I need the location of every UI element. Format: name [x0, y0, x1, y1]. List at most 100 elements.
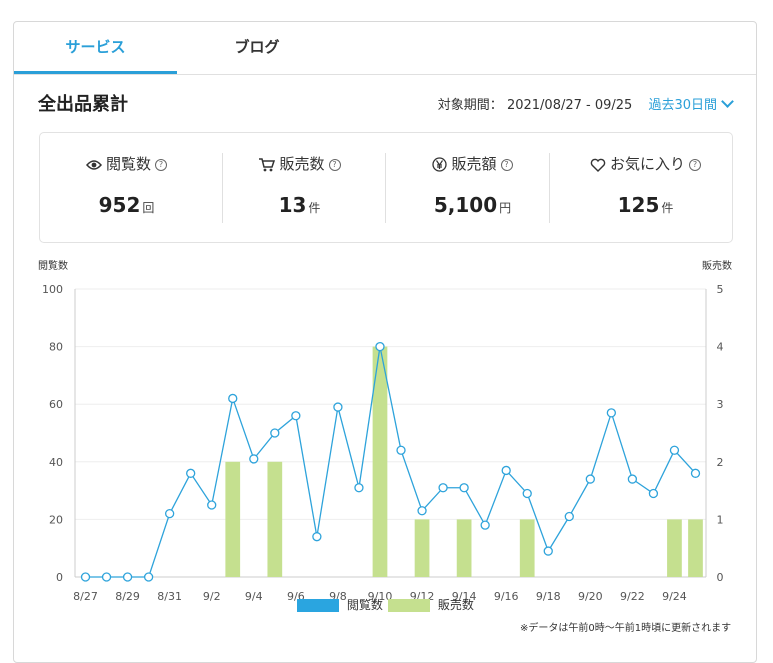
- x-tick-label: 9/20: [578, 590, 603, 603]
- sales-bar: [372, 346, 388, 577]
- period-display: 対象期間： 2021/08/27 - 09/25 過去30日間: [437, 94, 734, 113]
- y-right-tick-label: 1: [717, 513, 724, 526]
- y-right-tick-label: 2: [717, 456, 724, 469]
- stat-sales-value-row: 13 件: [213, 193, 386, 217]
- update-note: ※データは午前0時〜午前1時頃に更新されます: [520, 623, 732, 634]
- views-point: [669, 445, 680, 455]
- x-tick-label: 8/29: [115, 590, 140, 603]
- x-tick-label: 9/2: [203, 590, 221, 603]
- y-right-tick-label: 4: [717, 341, 724, 354]
- stat-revenue-label-row: 販売額?: [386, 153, 559, 174]
- cart-icon: [259, 158, 276, 172]
- stat-favorites: お気に入り? 125 件: [559, 133, 732, 242]
- sales-bar: [688, 519, 703, 577]
- divider: [222, 153, 223, 223]
- y-left-tick-label: 60: [49, 398, 63, 411]
- legend-sales: 販売数: [388, 596, 474, 613]
- x-tick-label: 9/24: [662, 590, 687, 603]
- views-point: [606, 408, 616, 418]
- tab-blog[interactable]: ブログ: [234, 38, 280, 56]
- stat-revenue-value: 5,100: [433, 193, 498, 217]
- views-point: [186, 468, 196, 478]
- views-point: [438, 483, 448, 493]
- help-icon[interactable]: ?: [328, 158, 341, 171]
- help-icon[interactable]: ?: [689, 158, 701, 171]
- y-right-tick-label: 3: [717, 398, 724, 411]
- tab-bar: サービス ブログ: [14, 22, 756, 75]
- y-left-axis-title: 閲覧数: [38, 259, 68, 272]
- help-icon[interactable]: ?: [500, 158, 513, 171]
- views-point: [585, 474, 595, 484]
- views-point: [690, 468, 701, 478]
- views-point: [417, 506, 427, 516]
- views-point: [459, 483, 469, 493]
- views-point: [354, 483, 364, 493]
- stat-revenue: 販売額? 5,100 円: [386, 133, 559, 242]
- divider: [385, 153, 386, 223]
- views-point: [312, 532, 322, 542]
- stat-views-unit: 回: [142, 201, 155, 215]
- stat-favorites-value-row: 125 件: [559, 193, 732, 217]
- views-point: [270, 428, 280, 438]
- stat-views-label: 閲覧数: [105, 155, 151, 173]
- views-point: [207, 500, 217, 510]
- sales-bar: [267, 461, 283, 577]
- views-line: [85, 346, 696, 578]
- page-title: 全出品累計: [38, 94, 128, 115]
- help-icon[interactable]: ?: [155, 158, 167, 171]
- y-right-axis-title: 販売数: [702, 259, 732, 272]
- stat-revenue-value-row: 5,100 円: [386, 193, 559, 217]
- period-label: 対象期間：: [437, 98, 503, 113]
- stat-views-value-row: 952 回: [40, 193, 213, 217]
- stat-revenue-unit: 円: [499, 201, 512, 215]
- views-point: [101, 572, 112, 582]
- stat-favorites-label-row: お気に入り?: [559, 153, 732, 174]
- views-point: [396, 445, 406, 455]
- views-point: [122, 572, 133, 582]
- y-left-tick-label: 0: [56, 571, 63, 584]
- y-left-tick-label: 100: [42, 283, 63, 296]
- legend-sales-swatch: [388, 599, 430, 612]
- x-tick-label: 9/10: [368, 590, 393, 603]
- views-point: [543, 546, 553, 556]
- sales-bar: [414, 519, 430, 577]
- eye-icon: [85, 159, 102, 170]
- y-right-tick-label: 5: [717, 283, 724, 296]
- period-range: 2021/08/27 - 09/25: [506, 98, 633, 113]
- views-point: [648, 488, 659, 499]
- stat-favorites-value: 125: [617, 193, 660, 217]
- sales-bar: [667, 519, 682, 577]
- x-tick-label: 9/14: [452, 590, 477, 603]
- stat-views-value: 952: [98, 193, 141, 217]
- y-left-tick-label: 20: [49, 513, 63, 526]
- views-point: [291, 411, 301, 421]
- heart-icon: [590, 158, 606, 172]
- stat-views-label-row: 閲覧数?: [40, 153, 213, 174]
- legend-sales-label: 販売数: [437, 598, 474, 612]
- stat-revenue-label: 販売額: [451, 155, 497, 173]
- views-point: [501, 465, 511, 476]
- sales-bar: [456, 519, 472, 577]
- y-left-tick-label: 40: [49, 456, 63, 469]
- sales-bar: [225, 461, 241, 577]
- stat-favorites-unit: 件: [661, 201, 674, 215]
- stats-summary: 閲覧数? 952 回 販売数? 13 件 販売額? 5,100 円 お気に入り? 12…: [39, 132, 733, 243]
- views-point: [564, 511, 574, 522]
- period-selector[interactable]: 過去30日間: [648, 95, 734, 113]
- x-tick-label: 9/18: [536, 590, 561, 603]
- views-point: [480, 520, 490, 530]
- period-selector-label: 過去30日間: [648, 98, 717, 113]
- views-point: [228, 393, 238, 404]
- y-right-tick-label: 0: [717, 571, 724, 584]
- views-point: [143, 572, 154, 582]
- x-tick-label: 9/16: [494, 590, 519, 603]
- stat-favorites-label: お気に入り: [609, 155, 685, 173]
- tab-service[interactable]: サービス: [14, 22, 177, 74]
- legend-views-label: 閲覧数: [346, 598, 383, 612]
- stat-sales-label: 販売数: [279, 155, 325, 173]
- x-tick-label: 9/4: [245, 590, 263, 603]
- legend-views-swatch: [297, 599, 339, 612]
- legend-views: 閲覧数: [297, 596, 383, 613]
- stat-sales-unit: 件: [308, 201, 321, 215]
